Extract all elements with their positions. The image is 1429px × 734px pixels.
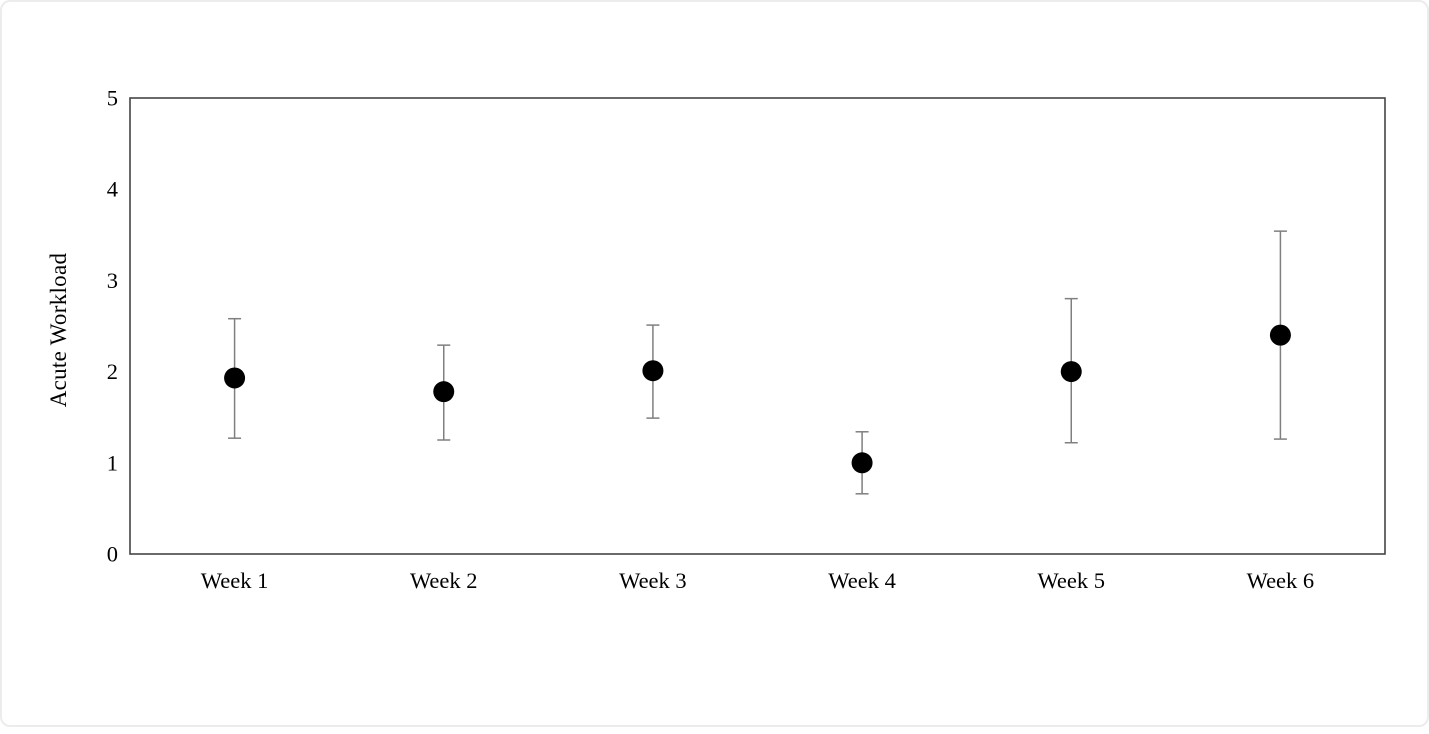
- x-category-label: Week 3: [619, 568, 687, 593]
- x-category-label: Week 5: [1037, 568, 1105, 593]
- data-point-marker: [851, 452, 873, 474]
- y-tick-label: 3: [107, 268, 118, 293]
- x-category-label: Week 4: [828, 568, 896, 593]
- x-category-label: Week 6: [1247, 568, 1315, 593]
- data-point-week-1: [224, 317, 246, 439]
- x-category-label: Week 1: [201, 568, 269, 593]
- y-axis-title: Acute Workload: [46, 252, 71, 408]
- data-point-marker: [224, 367, 246, 389]
- y-tick-label: 5: [107, 86, 118, 111]
- data-point-week-6: [1269, 230, 1291, 440]
- data-point-week-2: [433, 344, 455, 441]
- data-point-week-4: [851, 431, 873, 495]
- data-point-week-5: [1060, 297, 1082, 444]
- x-category-label: Week 2: [410, 568, 478, 593]
- plot-frame: [129, 97, 1386, 555]
- data-point-marker: [433, 381, 455, 403]
- data-point-marker: [1269, 324, 1291, 346]
- data-point-marker: [1060, 361, 1082, 383]
- y-tick-label: 1: [107, 450, 118, 475]
- data-point-week-3: [642, 324, 664, 419]
- y-tick-label: 0: [107, 542, 118, 567]
- y-tick-label: 2: [107, 359, 118, 384]
- data-point-marker: [642, 360, 664, 382]
- y-tick-label: 4: [107, 177, 118, 202]
